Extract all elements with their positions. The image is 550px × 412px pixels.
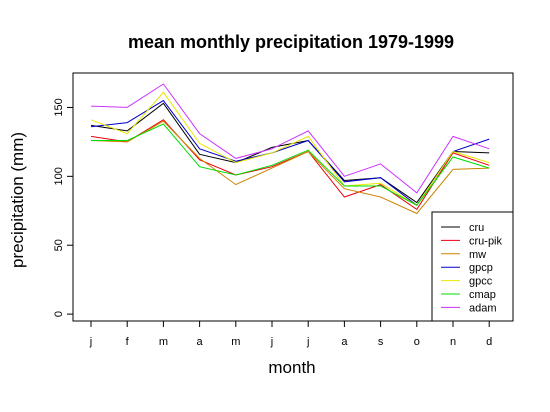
series-line-adam xyxy=(90,83,490,194)
x-tick-label: a xyxy=(341,336,348,348)
legend-box xyxy=(431,211,514,322)
x-tick-label: a xyxy=(197,336,204,348)
x-tick-label: j xyxy=(89,336,92,348)
y-tick-label: 150 xyxy=(53,98,65,116)
legend-label-cru: cru xyxy=(469,222,484,234)
x-tick-label: m xyxy=(231,336,240,348)
x-tick-label: n xyxy=(450,336,456,348)
legend-label-mw: mw xyxy=(469,249,486,261)
series-line-gpcc xyxy=(90,91,490,206)
legend-label-adam: adam xyxy=(469,302,497,314)
plot-frame xyxy=(72,72,514,322)
x-tick-label: j xyxy=(306,336,309,348)
x-axis-label: month xyxy=(268,358,315,377)
x-tick-label: o xyxy=(414,336,420,348)
legend-label-gpcp: gpcp xyxy=(469,262,493,274)
series-line-cmap xyxy=(91,123,490,206)
legend-label-gpcc: gpcc xyxy=(469,276,493,288)
x-tick-label: f xyxy=(126,336,130,348)
series-lines xyxy=(90,83,490,215)
y-tick-label: 50 xyxy=(53,239,65,251)
chart-title: mean monthly precipitation 1979-1999 xyxy=(128,32,454,52)
series-line-cru-pik xyxy=(90,119,490,211)
y-axis: 0 50 100 150 xyxy=(53,98,73,317)
x-tick-label: s xyxy=(378,336,384,348)
y-tick-label: 0 xyxy=(53,311,65,317)
series-line-mw xyxy=(90,120,490,215)
series-line-cru xyxy=(90,102,490,204)
x-tick-label: j xyxy=(270,336,273,348)
y-tick-label: 100 xyxy=(53,167,65,185)
legend-label-cru-pik: cru-pik xyxy=(469,235,503,247)
legend-label-cmap: cmap xyxy=(469,289,496,301)
y-axis-label: precipitation (mm) xyxy=(8,132,27,268)
x-tick-label: d xyxy=(486,336,492,348)
x-tick-label: m xyxy=(159,336,168,348)
